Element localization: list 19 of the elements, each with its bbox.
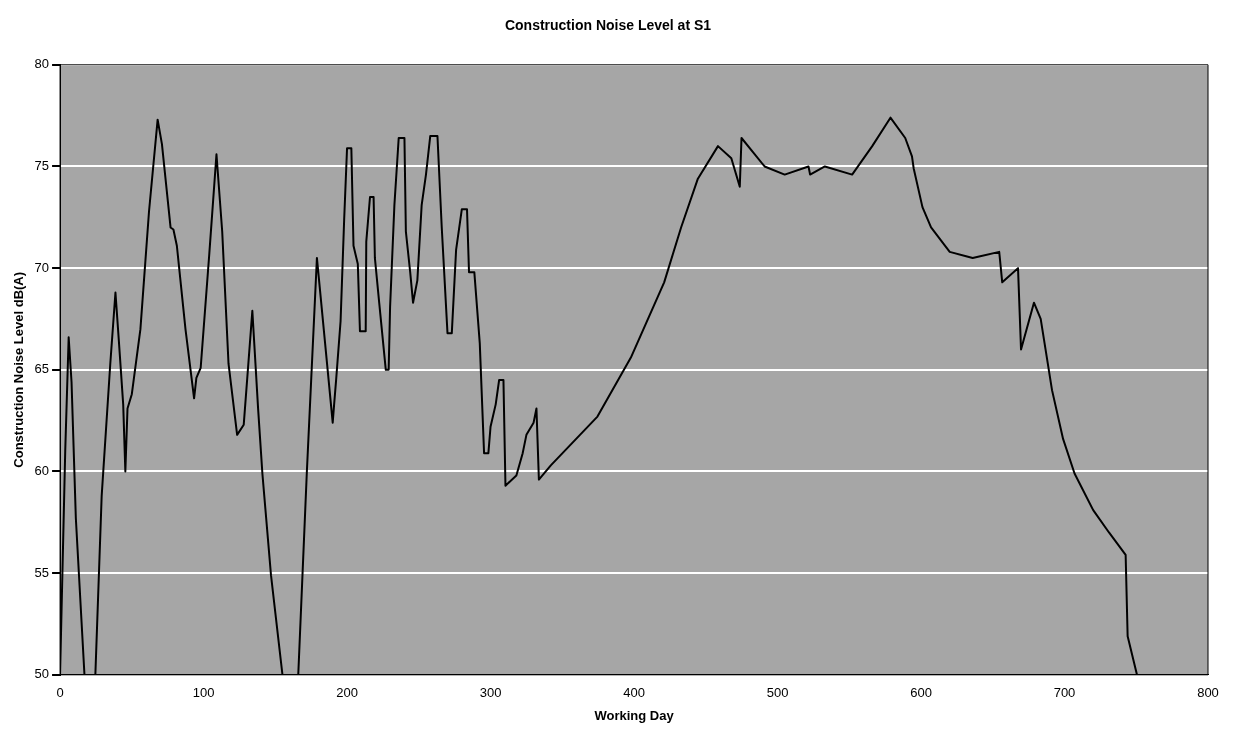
x-tick-label: 300: [479, 685, 502, 701]
y-axis-title: Construction Noise Level dB(A): [11, 271, 27, 468]
y-tick-label: 80: [34, 56, 50, 72]
y-tick-label: 55: [34, 564, 50, 580]
x-tick-label: 500: [766, 685, 789, 701]
y-tick-label: 50: [34, 666, 50, 682]
y-tick-label: 70: [34, 259, 50, 275]
x-tick-label: 0: [56, 685, 64, 701]
x-tick-label: 400: [623, 685, 645, 701]
y-tick-label: 60: [34, 463, 50, 479]
x-axis-title: Working Day: [594, 707, 675, 723]
x-tick-label: 100: [192, 685, 215, 701]
y-tick-label: 65: [34, 361, 50, 377]
x-tick-label: 200: [336, 685, 358, 701]
x-tick-label: 600: [910, 685, 932, 701]
chart-title: Construction Noise Level at S1: [504, 17, 712, 34]
x-tick-label: 800: [1197, 685, 1219, 701]
y-tick-label: 75: [34, 158, 50, 174]
x-tick-label: 700: [1053, 685, 1076, 701]
